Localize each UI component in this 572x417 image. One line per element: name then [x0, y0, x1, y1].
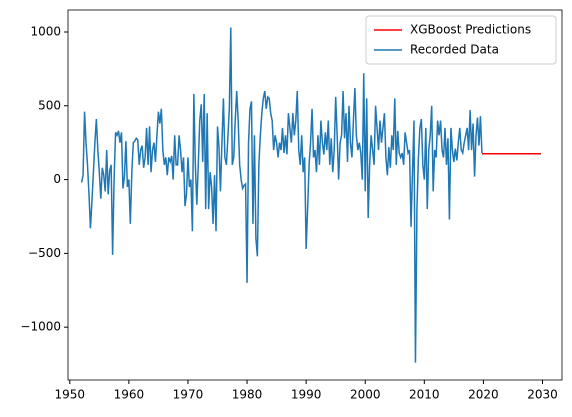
x-tick-label: 1980 — [232, 388, 263, 402]
x-tick-label: 1970 — [173, 388, 204, 402]
legend-label: Recorded Data — [410, 43, 499, 57]
legend-box — [365, 15, 557, 65]
series-line — [80, 27, 483, 363]
y-tick-label: −500 — [28, 246, 61, 260]
plot-area — [68, 10, 562, 380]
legend-label: XGBoost Predictions — [410, 23, 531, 37]
x-tick-label: 1990 — [291, 388, 322, 402]
y-tick-label: 0 — [53, 172, 61, 186]
x-tick-label: 2010 — [409, 388, 440, 402]
axes-frame — [67, 9, 563, 381]
x-tick-label: 1960 — [114, 388, 145, 402]
y-tick-label: 1000 — [30, 24, 61, 38]
y-tick-label: 500 — [38, 98, 61, 112]
x-tick-label: 2030 — [527, 388, 558, 402]
x-tick-label: 1950 — [54, 388, 85, 402]
y-tick-label: −1000 — [20, 320, 61, 334]
x-tick-label: 2000 — [350, 388, 381, 402]
x-tick-label: 2020 — [468, 388, 499, 402]
